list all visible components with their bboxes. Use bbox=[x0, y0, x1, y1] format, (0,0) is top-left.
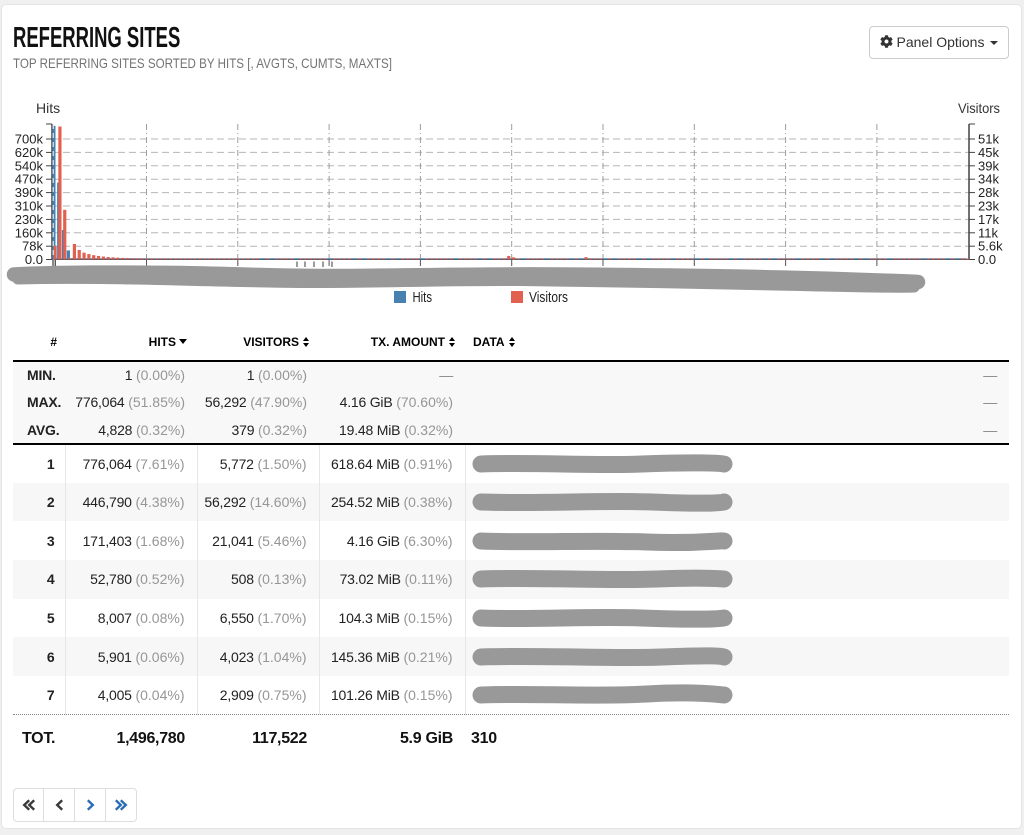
svg-text:Hits: Hits bbox=[36, 100, 60, 116]
svg-text:390k: 390k bbox=[15, 185, 44, 200]
svg-text:17k: 17k bbox=[978, 212, 999, 227]
svg-text:Hits: Hits bbox=[413, 290, 433, 306]
svg-text:470k: 470k bbox=[15, 172, 44, 187]
svg-text:0.0: 0.0 bbox=[25, 252, 43, 267]
svg-text:310k: 310k bbox=[15, 199, 44, 214]
svg-text:620k: 620k bbox=[15, 145, 44, 160]
svg-text:0.0: 0.0 bbox=[978, 252, 996, 267]
svg-text:540k: 540k bbox=[15, 158, 44, 173]
svg-text:28k: 28k bbox=[978, 185, 999, 200]
svg-text:160k: 160k bbox=[15, 225, 44, 240]
svg-text:23k: 23k bbox=[978, 199, 999, 214]
svg-text:700k: 700k bbox=[15, 132, 44, 147]
svg-text:78k: 78k bbox=[22, 239, 43, 254]
svg-text:Visitors: Visitors bbox=[958, 100, 1000, 116]
svg-text:39k: 39k bbox=[978, 158, 999, 173]
svg-text:Visitors: Visitors bbox=[529, 290, 568, 306]
svg-text:5.6k: 5.6k bbox=[978, 239, 1003, 254]
svg-text:45k: 45k bbox=[978, 145, 999, 160]
svg-text:34k: 34k bbox=[978, 172, 999, 187]
svg-text:11k: 11k bbox=[978, 225, 998, 240]
svg-text:51k: 51k bbox=[978, 132, 999, 147]
svg-text:230k: 230k bbox=[15, 212, 44, 227]
